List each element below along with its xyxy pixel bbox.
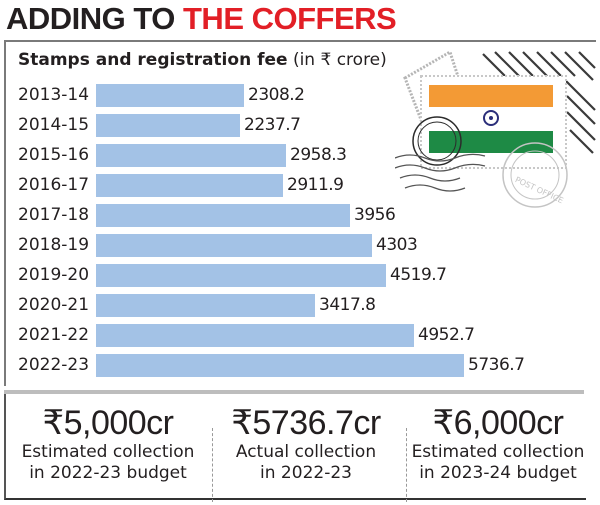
stats-panel: ₹5,000cr Estimated collection in 2022-23…: [4, 394, 588, 502]
stat-label-line1: Estimated collection: [21, 442, 195, 462]
category-label: 2014-15: [18, 115, 90, 135]
bar: [96, 264, 386, 287]
stat-estimated-2022-23: ₹5,000cr Estimated collection in 2022-23…: [10, 404, 206, 484]
subtitle-unit: (in ₹ crore): [287, 50, 387, 70]
stat-value: ₹6,000cr: [432, 404, 564, 442]
bar-row: 2016-17 2911.9: [0, 170, 600, 200]
bar-row: 2022-23 5736.7: [0, 350, 600, 380]
category-label: 2020-21: [18, 295, 90, 315]
subtitle-bold: Stamps and registration fee: [18, 50, 288, 70]
bar-row: 2019-20 4519.7: [0, 260, 600, 290]
bar: [96, 324, 414, 347]
bar: [96, 114, 240, 137]
india-flag-postage-stamp-icon: POST OFFICE: [394, 40, 600, 220]
stat-value: ₹5,000cr: [42, 404, 174, 442]
stat-label-line2: in 2022-23 budget: [29, 463, 187, 483]
bar: [96, 84, 244, 107]
bar: [96, 294, 315, 317]
stat-separator: [406, 428, 407, 502]
value-label: 4519.7: [390, 265, 447, 285]
bar-row: 2015-16 2958.3: [0, 140, 600, 170]
bar: [96, 174, 283, 197]
value-label: 5736.7: [468, 355, 525, 375]
category-label: 2018-19: [18, 235, 90, 255]
stat-separator: [212, 428, 213, 502]
value-label: 2958.3: [290, 145, 347, 165]
bar-row: 2020-21 3417.8: [0, 290, 600, 320]
section-divider: [4, 390, 584, 394]
bar: [96, 204, 350, 227]
category-label: 2022-23: [18, 355, 90, 375]
headline: ADDING TO THE COFFERS: [6, 0, 397, 38]
value-label: 2237.7: [244, 115, 301, 135]
headline-part2: THE COFFERS: [183, 1, 397, 36]
bar: [96, 354, 464, 377]
bar-row: 2013-14 2308.2: [0, 80, 600, 110]
value-label: 2911.9: [287, 175, 344, 195]
category-label: 2017-18: [18, 205, 90, 225]
stat-label-line2: in 2023-24 budget: [419, 463, 577, 483]
category-label: 2019-20: [18, 265, 90, 285]
category-label: 2015-16: [18, 145, 90, 165]
bar-row: 2021-22 4952.7: [0, 320, 600, 350]
stat-estimated-2023-24: ₹6,000cr Estimated collection in 2023-24…: [408, 404, 588, 484]
bar-row: 2018-19 4303: [0, 230, 600, 260]
category-label: 2021-22: [18, 325, 90, 345]
bar: [96, 234, 372, 257]
bar-row: 2014-15 2237.7: [0, 110, 600, 140]
value-label: 4303: [376, 235, 418, 255]
stat-label-line2: in 2022-23: [260, 463, 352, 483]
bar-row: 2017-18 3956: [0, 200, 600, 230]
category-label: 2016-17: [18, 175, 90, 195]
stat-value: ₹5736.7cr: [231, 404, 381, 442]
value-label: 4952.7: [418, 325, 475, 345]
category-label: 2013-14: [18, 85, 90, 105]
value-label: 3417.8: [319, 295, 376, 315]
stat-actual-2022-23: ₹5736.7cr Actual collection in 2022-23: [216, 404, 396, 484]
value-label: 2308.2: [248, 85, 305, 105]
value-label: 3956: [354, 205, 396, 225]
headline-part1: ADDING TO: [6, 1, 183, 36]
chart-subtitle: Stamps and registration fee (in ₹ crore): [18, 48, 387, 72]
stat-label-line1: Actual collection: [235, 442, 377, 462]
stat-label-line1: Estimated collection: [411, 442, 585, 462]
bar: [96, 144, 286, 167]
chart-frame: [4, 40, 596, 386]
